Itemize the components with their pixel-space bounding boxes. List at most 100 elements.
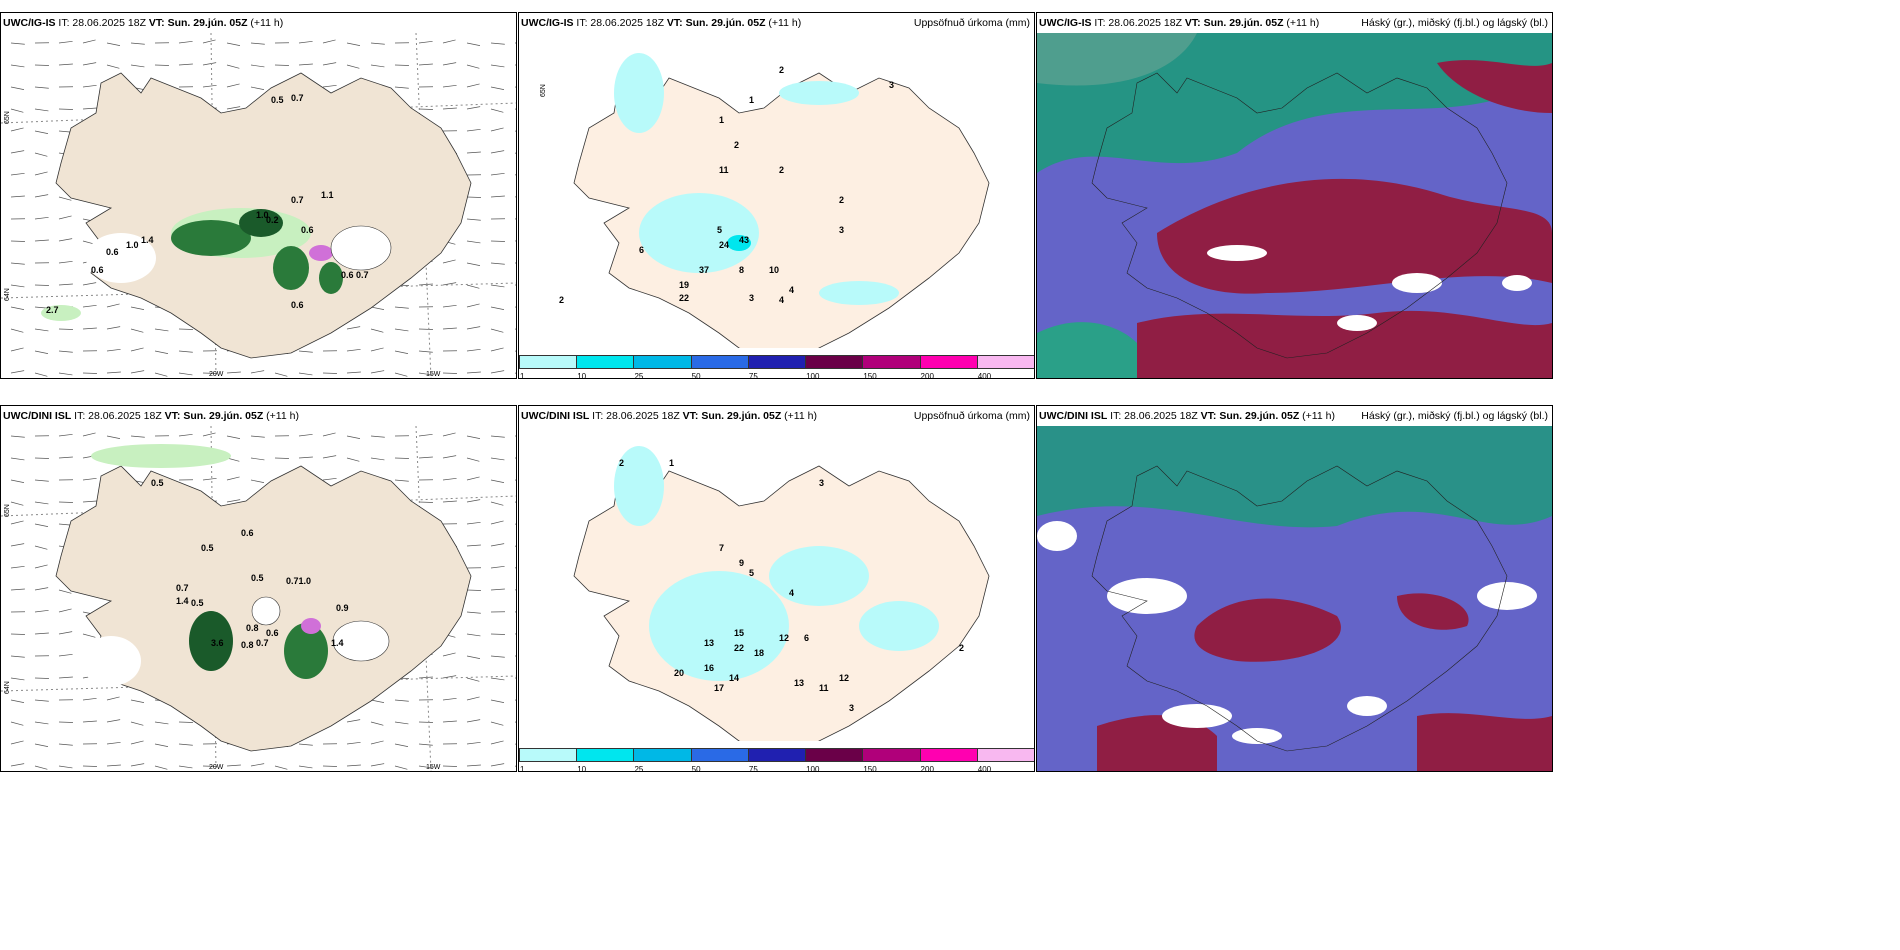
wind-barb [82,62,97,66]
wind-barb [466,611,481,614]
precip-value-label: 1.4 [176,596,189,606]
wind-barb [514,545,516,547]
precip-areas [614,53,899,305]
panel-accum-precip-bottom: UWC/DINI ISL IT: 28.06.2025 18Z VT: Sun.… [518,405,1035,772]
wind-barb [490,655,505,658]
precip-value-label: 0.6 [291,300,304,310]
wind-barb [466,677,480,682]
wind-barb [10,565,25,569]
wind-barb [370,42,385,45]
wind-barb [466,741,481,745]
wind-barb [490,172,505,176]
wind-barb [514,152,516,154]
colorbar-swatch [919,748,978,762]
wind-barb [346,741,361,745]
wind-barb [418,63,433,66]
wind-barb [466,371,481,374]
wind-barb [490,565,505,569]
precip-value-label: 2 [734,140,739,150]
wind-barb [106,64,120,69]
wind-barb [370,328,384,333]
panel-right-title: Uppsöfnuð úrkoma (mm) [913,17,1030,29]
wind-barb [370,763,385,767]
precip-value-label: 2.7 [46,305,59,315]
wind-barb [34,239,49,242]
wind-barb [178,40,193,44]
wind-barb [34,523,49,527]
precip-value-label: 0.5 [251,573,264,583]
wind-barb [490,42,505,45]
wind-barb [466,64,480,69]
wind-barb [466,240,481,244]
wind-barb [418,743,433,746]
wind-barb [490,501,504,506]
wind-barb [34,632,49,635]
precip-value-label: 0.6 [301,225,314,235]
precip-value-label: 11 [719,165,729,175]
wind-barb [82,720,97,723]
wind-barb [442,84,457,88]
wind-barb [178,765,193,769]
wind-barb [10,588,25,591]
wind-barb [34,372,48,377]
lat-label-top: 65N [540,84,547,97]
wind-barb [250,457,265,461]
wind-barb [10,328,24,333]
wind-barb [442,500,457,503]
wind-barb [106,719,121,723]
colorbar: 1 10 25 50 75 100 150 200 400 [519,355,1034,379]
colorbar-tick: 150 [863,765,877,772]
precip-value-label: 4 [789,588,794,598]
precip-value-label: 1 [669,458,674,468]
wind-barb [490,588,505,591]
wind-barb [10,435,25,438]
wind-barb [490,763,505,767]
wind-barb [490,740,504,745]
wind-barb [226,435,241,439]
precip-value-label: 0.7 [356,270,369,280]
wind-barb [58,433,73,437]
wind-barb [346,371,361,374]
precip-value-label: 17 [714,683,724,693]
wind-barb [514,328,516,330]
wind-barb [490,435,505,438]
wind-barb [58,283,73,286]
wind-barb [514,589,516,591]
wind-barb [226,371,241,374]
wind-barb [178,63,193,66]
wind-barb [58,765,73,769]
wind-barb [298,433,313,437]
precip-value-label: 4 [779,295,784,305]
wind-barb [418,676,433,679]
wind-barb [514,108,516,110]
precip-value-label: 2 [779,165,784,175]
wind-barb [250,86,265,90]
colorbar-tick: 25 [634,765,644,772]
wind-barb [466,106,481,110]
wind-barb [34,152,48,157]
cloud-white-gaps [1207,245,1532,331]
wind-barb [490,699,505,703]
wind-barb [514,699,516,701]
colorbar-swatch [519,355,578,369]
wind-barb [202,84,217,88]
wind-barb [370,435,385,438]
wind-precip-map: 0.50.60.50.5 0.71.00.71.4 0.50.8 0.60.70.80… [1,426,516,771]
wind-barb [34,216,49,220]
colorbar-tick: 25 [634,372,644,379]
precip-value-label: 5 [717,225,722,235]
precip-value-label: 18 [754,648,764,658]
colorbar-tick: 150 [863,372,877,379]
colorbar-tick: 400 [977,765,992,772]
wind-barb [58,743,73,746]
cloud-map [1037,33,1552,378]
wind-barb [10,543,25,547]
precip-value-label: 0.6 [91,265,104,275]
precip-value-label: 1.0 [126,240,139,250]
wind-barb [226,42,241,46]
wind-barb [82,84,97,88]
precip-value-label: 0.5 [201,543,214,553]
wind-barb [418,283,433,286]
wind-barb [490,457,505,461]
wind-barb [466,262,481,266]
